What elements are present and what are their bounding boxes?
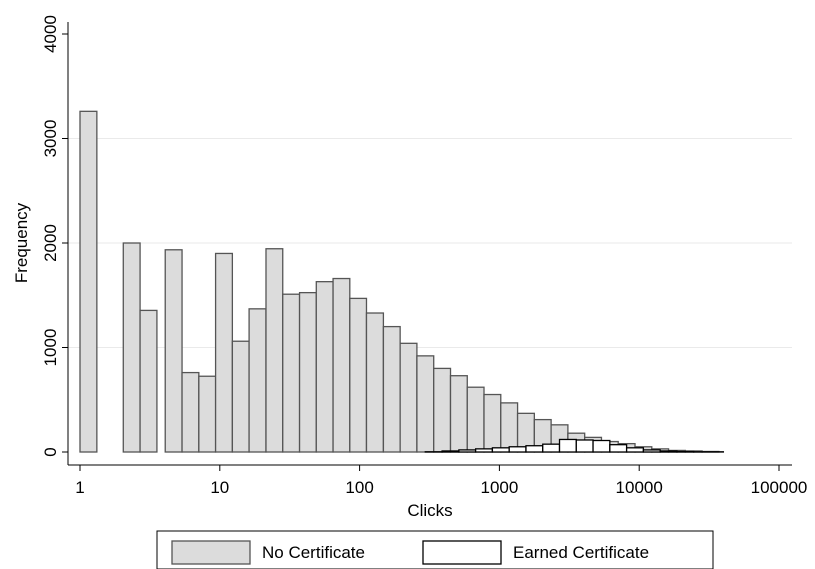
no-certificate-bar <box>164 249 183 453</box>
no-certificate-bar <box>248 308 267 453</box>
no-certificate-bar <box>433 367 452 453</box>
earned-certificate-bar <box>575 439 594 453</box>
no-certificate-bar <box>483 393 502 453</box>
no-certificate-bar <box>416 355 435 453</box>
no-certificate-bar <box>365 312 385 453</box>
earned-certificate-bar <box>625 447 645 453</box>
earned-certificate-bar <box>474 448 494 453</box>
earned-certificate-bar <box>441 450 460 453</box>
no-certificate-bar <box>449 375 468 453</box>
legend-label-no-certificate: No Certificate <box>262 543 365 562</box>
no-certificate-bar <box>198 375 217 453</box>
no-certificate-bar <box>466 386 485 453</box>
no-certificate-bars <box>79 110 720 453</box>
y-tick-label: 1000 <box>41 329 60 367</box>
no-certificate-bar <box>231 340 250 453</box>
no-certificate-bar <box>349 297 368 453</box>
no-certificate-bar <box>298 291 317 453</box>
y-tick-label: 4000 <box>41 15 60 53</box>
no-certificate-bar <box>282 293 301 453</box>
y-tick-label: 2000 <box>41 224 60 262</box>
earned-certificate-bar <box>525 445 544 453</box>
earned-certificate-bar <box>659 450 678 453</box>
x-tick-label: 1 <box>75 478 84 497</box>
axes: 0 1000 2000 3000 4000 1 10 100 1000 10000 100000 <box>41 15 807 497</box>
earned-certificate-bar <box>609 444 628 453</box>
no-certificate-bar <box>139 309 158 453</box>
y-tick-label: 0 <box>41 447 60 456</box>
legend-label-earned-certificate: Earned Certificate <box>513 543 649 562</box>
earned-certificate-bars <box>424 438 725 453</box>
no-certificate-bar <box>382 325 401 453</box>
legend-swatch-earned-certificate <box>422 540 502 565</box>
no-certificate-bar <box>332 277 351 453</box>
earned-certificate-bar <box>508 446 527 453</box>
no-certificate-bar <box>122 242 141 453</box>
no-certificate-bar <box>79 110 98 453</box>
earned-certificate-bar <box>558 438 577 453</box>
legend-swatch-no-certificate <box>171 540 251 565</box>
no-certificate-bar <box>500 402 519 453</box>
no-certificate-bar <box>214 252 234 453</box>
earned-certificate-bar <box>676 450 695 453</box>
x-tick-label: 100 <box>345 478 373 497</box>
y-axis-label: Frequency <box>12 202 31 283</box>
x-tick-label: 10 <box>210 478 229 497</box>
earned-certificate-bar <box>642 449 661 453</box>
x-axis-label: Clicks <box>407 501 452 520</box>
earned-certificate-bar <box>592 439 611 453</box>
no-certificate-bar <box>265 248 284 453</box>
y-tick-label: 3000 <box>41 120 60 158</box>
x-tick-label: 1000 <box>480 478 518 497</box>
legend: No Certificate Earned Certificate <box>156 530 714 569</box>
no-certificate-bar <box>399 342 418 453</box>
gridlines <box>68 138 792 348</box>
x-tick-label: 10000 <box>616 478 663 497</box>
earned-certificate-bar <box>491 447 510 453</box>
earned-certificate-bar <box>458 449 477 453</box>
x-tick-label: 100000 <box>751 478 808 497</box>
earned-certificate-bar <box>542 443 561 453</box>
no-certificate-bar <box>181 371 200 453</box>
no-certificate-bar <box>315 281 334 453</box>
